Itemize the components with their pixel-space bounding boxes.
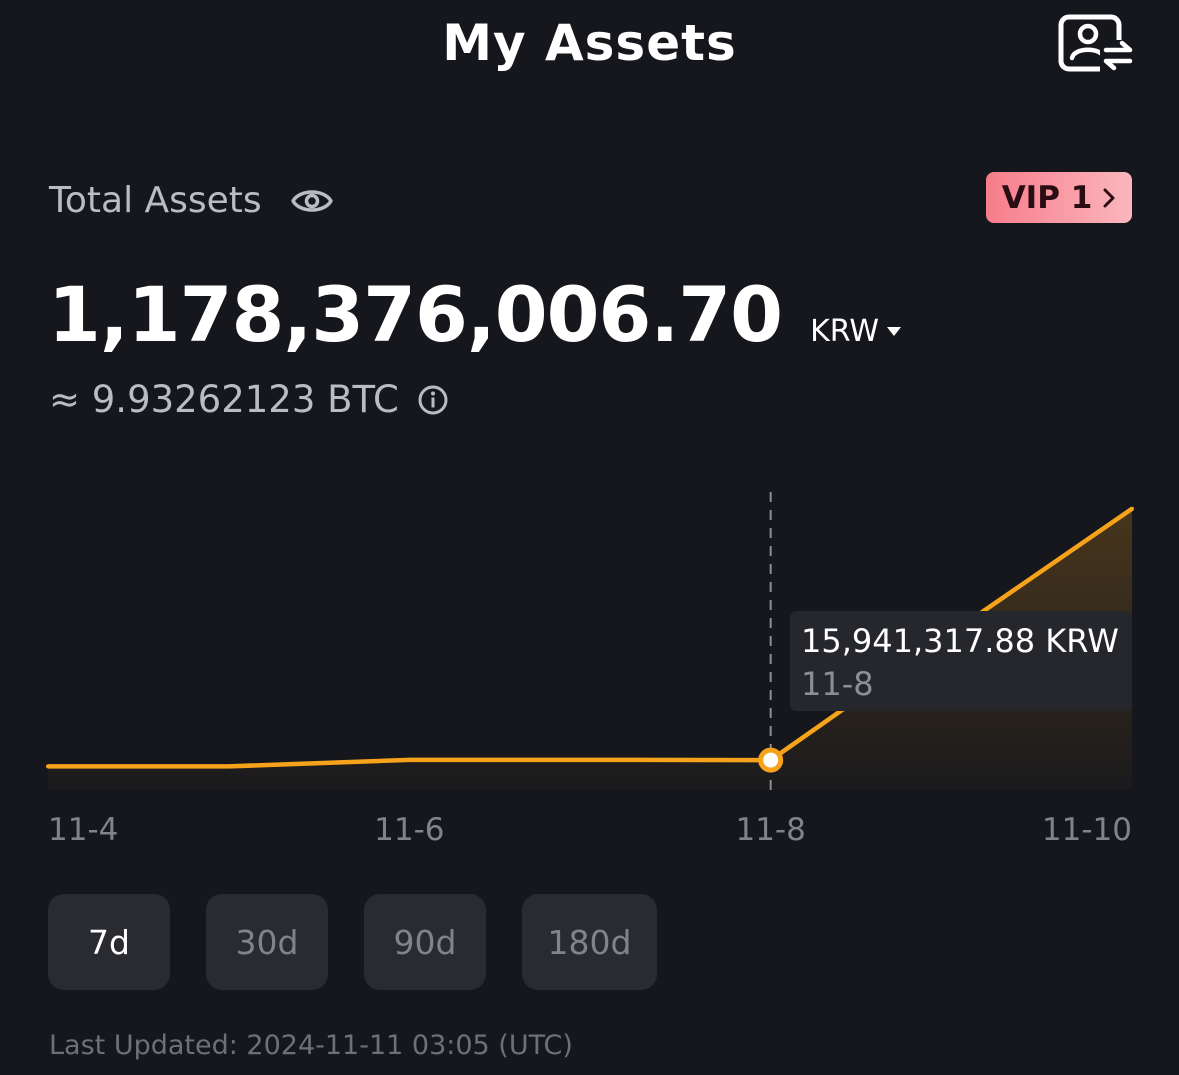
tooltip-value: 15,941,317.88 KRW xyxy=(801,622,1119,660)
series-area xyxy=(48,508,1132,790)
total-assets-label: Total Assets xyxy=(49,180,262,221)
x-tick-label: 11-4 xyxy=(48,812,118,848)
x-tick-label: 11-8 xyxy=(735,812,805,848)
chart-tooltip: 15,941,317.88 KRW 11-8 xyxy=(790,611,1132,711)
data-point[interactable] xyxy=(588,757,592,762)
data-point[interactable] xyxy=(1130,506,1134,511)
chevron-right-icon xyxy=(1103,188,1115,207)
range-button-7d[interactable]: 7d xyxy=(48,894,170,990)
data-point[interactable] xyxy=(226,764,231,769)
total-amount: 1,178,376,006.70 xyxy=(48,270,783,359)
btc-equivalent-row: ≈ 9.93262123 BTC xyxy=(49,378,449,421)
x-tick-label: 11-6 xyxy=(374,812,444,848)
tooltip-date: 11-8 xyxy=(801,665,874,703)
info-icon[interactable] xyxy=(417,384,449,416)
data-point[interactable] xyxy=(46,764,50,769)
total-assets-row: Total Assets xyxy=(49,180,334,221)
profile-switch-icon[interactable] xyxy=(1058,14,1134,74)
x-tick-label: 11-10 xyxy=(1042,812,1132,848)
page-title: My Assets xyxy=(442,14,737,72)
eye-icon[interactable] xyxy=(290,185,334,217)
total-amount-row: 1,178,376,006.70 KRW xyxy=(48,270,902,359)
vip-badge[interactable]: VIP 1 xyxy=(986,172,1132,223)
selected-point[interactable] xyxy=(758,747,784,773)
data-point[interactable] xyxy=(407,757,412,762)
range-selector: 7d 30d 90d 180d xyxy=(48,894,693,990)
range-button-180d[interactable]: 180d xyxy=(522,894,657,990)
caret-down-icon xyxy=(887,326,902,336)
btc-equivalent: ≈ 9.93262123 BTC xyxy=(49,378,399,421)
last-updated: Last Updated: 2024-11-11 03:05 (UTC) xyxy=(49,1030,573,1061)
currency-select[interactable]: KRW xyxy=(810,314,902,349)
vip-label: VIP 1 xyxy=(1001,179,1093,216)
asset-chart[interactable]: 11-4 11-6 11-8 11-10 xyxy=(0,470,1179,860)
range-button-90d[interactable]: 90d xyxy=(364,894,486,990)
range-button-30d[interactable]: 30d xyxy=(206,894,328,990)
currency-label: KRW xyxy=(810,314,880,349)
